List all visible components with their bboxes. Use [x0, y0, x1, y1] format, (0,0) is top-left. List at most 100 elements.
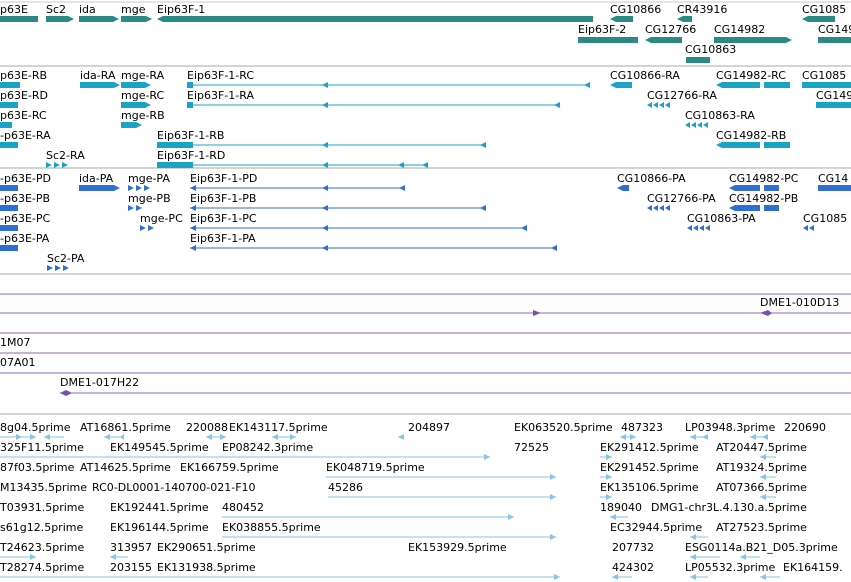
est-glyph[interactable]	[690, 574, 708, 580]
transcript-glyph-sc2-ra[interactable]	[46, 162, 68, 168]
est-label[interactable]: AT20447.5prime	[716, 441, 807, 454]
protein-label-cg14982-pb[interactable]: CG14982-PB	[729, 192, 798, 205]
protein-label-p63e-pa[interactable]: -p63E-PA	[0, 232, 50, 245]
est-label[interactable]: EC32944.5prime	[610, 521, 702, 534]
gene-glyph-cg149[interactable]	[818, 37, 851, 43]
protein-label-p63e-pb[interactable]: -p63E-PB	[0, 192, 50, 205]
transcript-glyph-cg10863-ra[interactable]	[685, 122, 708, 128]
est-label[interactable]: EK149545.5prime	[110, 441, 209, 454]
est-glyph[interactable]	[110, 554, 128, 560]
protein-glyph-cg14982-pc[interactable]	[729, 185, 779, 191]
est-label[interactable]: RC0-DL0001-140700-021-F10	[92, 481, 256, 494]
gene-glyph-cg1085[interactable]	[802, 16, 835, 22]
est-label[interactable]: EK131938.5prime	[157, 561, 256, 574]
est-glyph[interactable]	[600, 494, 612, 500]
est-glyph[interactable]	[760, 494, 776, 500]
gene-glyph-sc2[interactable]	[46, 16, 74, 22]
gene-label-eip63f-2[interactable]: Eip63F-2	[578, 23, 626, 36]
bac-label-dme1-017h22[interactable]: DME1-017H22	[60, 376, 139, 389]
protein-glyph-p63e-pd[interactable]	[0, 185, 18, 191]
est-glyph[interactable]	[44, 434, 64, 440]
transcript-glyph-p63e-ra[interactable]	[0, 142, 18, 148]
est-label[interactable]: LP03948.3prime	[685, 421, 776, 434]
est-glyph[interactable]	[612, 574, 632, 580]
transcript-label-eip63f-1-ra[interactable]: Eip63F-1-RA	[187, 89, 254, 102]
protein-glyph-mge-pc[interactable]	[140, 225, 154, 231]
protein-label-eip63f-1-pd[interactable]: Eip63F-1-PD	[190, 172, 257, 185]
gene-glyph-p63e[interactable]	[0, 16, 38, 22]
est-glyph[interactable]	[326, 474, 556, 480]
transcript-glyph-cg14982-rc[interactable]	[716, 82, 790, 88]
gene-label-cg14982[interactable]: CG14982	[714, 23, 765, 36]
transcript-glyph-ida-ra[interactable]	[80, 82, 120, 88]
est-glyph[interactable]	[690, 534, 708, 540]
gene-label-cr43916[interactable]: CR43916	[677, 3, 727, 16]
est-label[interactable]: 72525	[514, 441, 549, 454]
transcript-label-mge-rb[interactable]: mge-RB	[121, 109, 165, 122]
est-label[interactable]: ESG0114a.B21_D05.3prime	[685, 541, 838, 554]
protein-glyph-cg14[interactable]	[818, 185, 851, 191]
est-glyph[interactable]	[750, 434, 768, 440]
transcript-glyph-eip63f-1-rb[interactable]	[157, 142, 486, 148]
transcript-label-cg149[interactable]: CG149	[816, 89, 851, 102]
est-label[interactable]: 487323	[621, 421, 663, 434]
protein-label-eip63f-1-pa[interactable]: Eip63F-1-PA	[190, 232, 256, 245]
est-label[interactable]: LP05532.3prime	[685, 561, 776, 574]
protein-glyph-eip63f-1-pa[interactable]	[190, 245, 557, 251]
est-label[interactable]: EK291452.5prime	[600, 461, 699, 474]
protein-glyph-p63e-pa[interactable]	[0, 245, 18, 251]
est-glyph[interactable]	[0, 454, 490, 460]
bac-label-07a01[interactable]: 07A01	[0, 356, 36, 369]
transcript-glyph-cg12766-ra[interactable]	[647, 102, 670, 108]
est-label[interactable]: 87f03.5prime	[0, 461, 75, 474]
est-label[interactable]: EK290651.5prime	[157, 541, 256, 554]
gene-glyph-eip63f-2[interactable]	[578, 37, 638, 43]
est-glyph[interactable]	[222, 534, 556, 540]
est-label[interactable]: 313957	[110, 541, 152, 554]
est-label[interactable]: 325F11.5prime	[0, 441, 84, 454]
gene-glyph-cg12766[interactable]	[645, 37, 682, 43]
est-glyph[interactable]	[690, 554, 720, 560]
est-glyph[interactable]	[620, 434, 636, 440]
est-glyph[interactable]	[0, 434, 36, 440]
protein-glyph-p63e-pc[interactable]	[0, 225, 18, 231]
protein-glyph-cg12766-pa[interactable]	[647, 205, 670, 211]
gene-label-ida[interactable]: ida	[79, 3, 96, 16]
transcript-label-p63e-rd[interactable]: p63E-RD	[0, 89, 48, 102]
transcript-label-cg10866-ra[interactable]: CG10866-RA	[610, 69, 680, 82]
est-label[interactable]: EK291412.5prime	[600, 441, 699, 454]
transcript-label-p63e-ra[interactable]: -p63E-RA	[0, 129, 51, 142]
transcript-label-p63e-rc[interactable]: p63E-RC	[0, 109, 47, 122]
gene-label-cg1085[interactable]: CG1085	[802, 3, 846, 16]
est-glyph[interactable]	[222, 514, 514, 520]
est-glyph[interactable]	[104, 434, 124, 440]
est-label[interactable]: EK038855.5prime	[222, 521, 321, 534]
transcript-glyph-eip63f-1-rc[interactable]	[187, 82, 590, 88]
gene-label-p63e[interactable]: p63E	[0, 3, 28, 16]
transcript-label-cg1085[interactable]: CG1085	[802, 69, 846, 82]
est-label[interactable]: 424302	[612, 561, 654, 574]
gene-label-cg10863[interactable]: CG10863	[685, 43, 736, 56]
bac-label-1m07[interactable]: 1M07	[0, 336, 31, 349]
est-label[interactable]: EK063520.5prime	[514, 421, 613, 434]
protein-glyph-mge-pb[interactable]	[128, 205, 142, 211]
gene-glyph-cg10863[interactable]	[686, 57, 710, 63]
gene-label-eip63f-1[interactable]: Eip63F-1	[157, 3, 205, 16]
protein-glyph-eip63f-1-pd[interactable]	[190, 185, 405, 191]
protein-label-eip63f-1-pb[interactable]: Eip63F-1-PB	[190, 192, 256, 205]
est-label[interactable]: M13435.5prime	[0, 481, 87, 494]
gene-label-sc2[interactable]: Sc2	[46, 3, 66, 16]
protein-glyph-sc2-pa[interactable]	[47, 265, 69, 271]
protein-label-cg10863-pa[interactable]: CG10863-PA	[687, 212, 756, 225]
transcript-label-cg12766-ra[interactable]: CG12766-RA	[647, 89, 717, 102]
est-label[interactable]: EK135106.5prime	[600, 481, 699, 494]
est-glyph[interactable]	[690, 434, 708, 440]
est-glyph[interactable]	[740, 554, 760, 560]
est-label[interactable]: 189040	[600, 501, 642, 514]
est-label[interactable]: AT14625.5prime	[80, 461, 171, 474]
est-label[interactable]: s61g12.5prime	[0, 521, 83, 534]
transcript-glyph-p63e-rd[interactable]	[0, 102, 18, 108]
protein-label-sc2-pa[interactable]: Sc2-PA	[47, 252, 85, 265]
gene-glyph-cg14982[interactable]	[714, 37, 792, 43]
transcript-glyph-eip63f-1-rd[interactable]	[157, 162, 428, 168]
